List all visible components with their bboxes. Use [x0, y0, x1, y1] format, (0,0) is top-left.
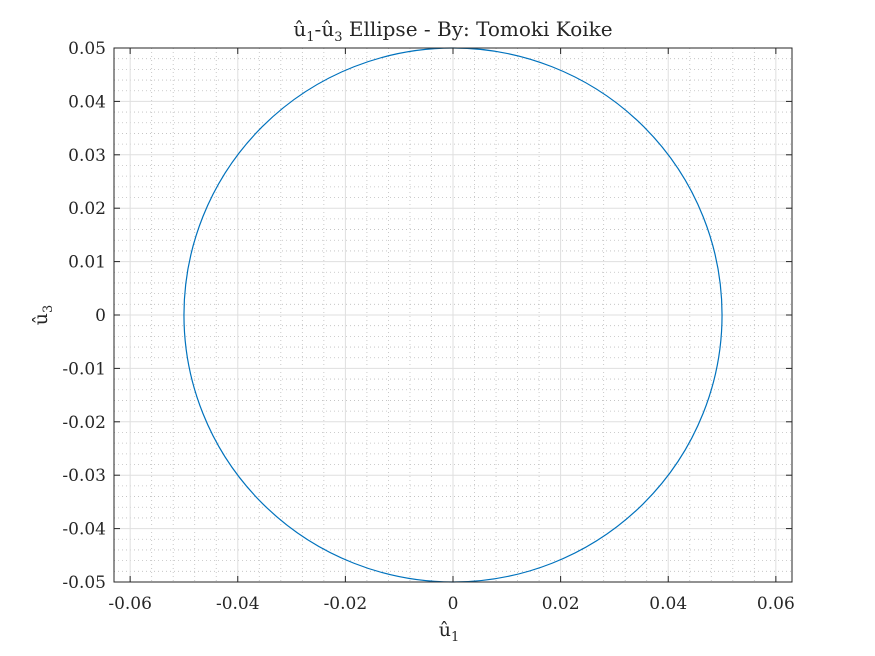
title-rest: Ellipse - By: Tomoki Koike — [342, 17, 612, 41]
title-var-2: û — [321, 17, 334, 41]
title-sub-1: 1 — [306, 30, 314, 45]
title-sub-2: 3 — [334, 30, 342, 45]
x-axis-label-sub: 1 — [451, 630, 459, 645]
y-tick-label: -0.02 — [62, 413, 106, 433]
y-axis-label-sub: 3 — [41, 305, 56, 313]
y-tick-label: 0.05 — [68, 39, 106, 59]
y-tick-label: 0.03 — [68, 146, 106, 166]
x-tick-label: 0.06 — [757, 594, 795, 614]
title-var-1: û — [293, 17, 306, 41]
x-tick-label: -0.02 — [324, 594, 368, 614]
x-axis-label-var: û — [439, 619, 451, 641]
y-axis-label-var: û — [30, 313, 52, 325]
y-tick-label: 0.04 — [68, 92, 106, 112]
x-tick-label: -0.04 — [216, 594, 260, 614]
y-tick-label: -0.05 — [62, 573, 106, 593]
x-tick-label: -0.06 — [108, 594, 152, 614]
x-tick-label: 0.04 — [649, 594, 687, 614]
y-tick-label: -0.03 — [62, 466, 106, 486]
x-tick-label: 0.02 — [542, 594, 580, 614]
y-tick-label: -0.04 — [62, 520, 106, 540]
y-tick-label: 0 — [95, 306, 106, 326]
y-tick-label: 0.02 — [68, 199, 106, 219]
title-separator: - — [315, 17, 322, 41]
y-tick-label: 0.01 — [68, 253, 106, 273]
x-tick-label: 0 — [448, 594, 459, 614]
y-tick-label: -0.01 — [62, 359, 106, 379]
